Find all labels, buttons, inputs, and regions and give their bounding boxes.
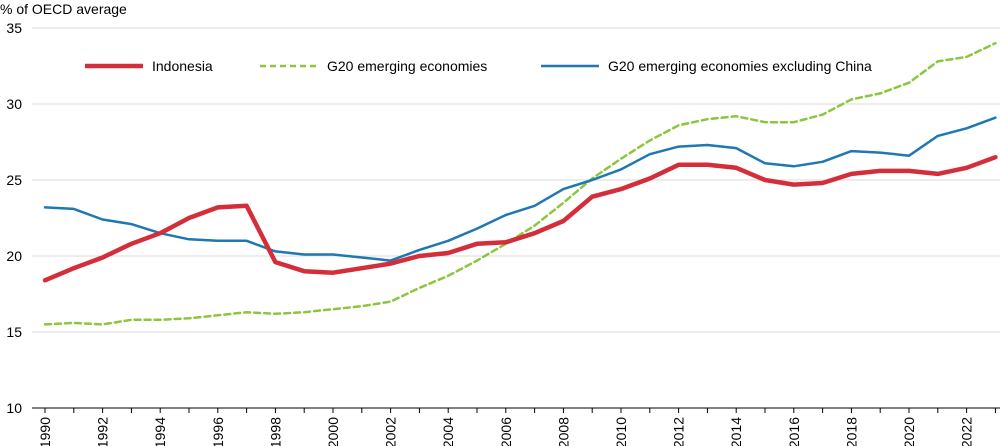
x-tick-label: 2022 bbox=[959, 417, 975, 446]
grid-lines bbox=[32, 27, 1000, 333]
x-tick-label: 1996 bbox=[210, 417, 226, 446]
y-tick-label: 20 bbox=[6, 248, 22, 264]
x-tick-label: 2012 bbox=[671, 417, 687, 446]
legend-label: Indonesia bbox=[152, 58, 213, 74]
x-tick-label: 1998 bbox=[267, 417, 283, 446]
x-axis: 1990 1992 1994 1996 1998 2000 2002 2004 2006 2008… bbox=[32, 407, 1000, 446]
x-tick-label: 2020 bbox=[901, 417, 917, 446]
series-line-g20-emerging-economies bbox=[43, 41, 997, 326]
y-axis-label: % of OECD average bbox=[0, 1, 127, 17]
x-tick-label: 2016 bbox=[786, 417, 802, 446]
x-tick-label: 2014 bbox=[728, 417, 744, 446]
y-tick-label: 25 bbox=[6, 172, 22, 188]
x-tick-label: 2010 bbox=[613, 417, 629, 446]
x-tick-label: 2006 bbox=[498, 417, 514, 446]
legend-label: G20 emerging economies excluding China bbox=[608, 58, 872, 74]
legend: Indonesia G20 emerging economies G20 emerg… bbox=[85, 58, 872, 74]
y-axis-ticks: 10 15 20 25 30 35 bbox=[6, 20, 22, 416]
x-tick-label: 1994 bbox=[152, 417, 168, 446]
y-tick-label: 15 bbox=[6, 324, 22, 340]
x-tick-label: 2008 bbox=[555, 417, 571, 446]
x-tick-label: 2018 bbox=[843, 417, 859, 446]
x-tick-label: 2004 bbox=[440, 417, 456, 446]
series-lines bbox=[42, 41, 998, 326]
x-tick-label: 1992 bbox=[95, 417, 111, 446]
x-tick-label: 2000 bbox=[325, 417, 341, 446]
y-tick-label: 10 bbox=[6, 400, 22, 416]
x-tick-label: 1990 bbox=[37, 417, 53, 446]
y-tick-label: 35 bbox=[6, 20, 22, 36]
x-tick-label: 2002 bbox=[383, 417, 399, 446]
y-tick-label: 30 bbox=[6, 96, 22, 112]
series-line-g20-emerging-economies-excluding-china bbox=[43, 116, 997, 262]
series-line-indonesia bbox=[42, 154, 998, 283]
legend-label: G20 emerging economies bbox=[327, 58, 487, 74]
